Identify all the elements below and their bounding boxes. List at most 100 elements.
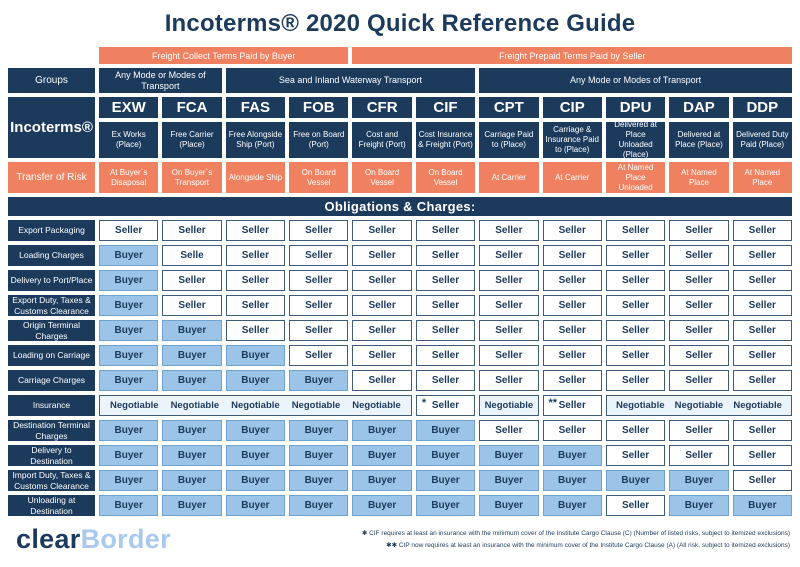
obligation-cell: Seller xyxy=(415,345,476,366)
obligation-cell: Buyer xyxy=(479,445,539,466)
obligation-cell: Buyer xyxy=(542,470,602,491)
obligation-cell: Seller xyxy=(732,345,792,366)
row-label: Loading Charges xyxy=(8,245,95,266)
transfer-of-risk-cell: At Carrier xyxy=(542,162,602,193)
incoterm-code-fca: FCA xyxy=(162,97,222,118)
incoterm-code-fob: FOB xyxy=(289,97,349,118)
obligation-cell: Seller xyxy=(732,445,792,466)
incoterm-code-cfr: CFR xyxy=(352,97,412,118)
obligation-cell: Buyer xyxy=(352,445,412,466)
transfer-of-risk-cell: At Carrier xyxy=(479,162,539,193)
obligation-cell: Buyer xyxy=(542,445,602,466)
obligation-cell: Seller xyxy=(669,220,729,241)
incoterm-description: Carriage Paid to (Place) xyxy=(479,122,539,158)
obligation-cell: Seller xyxy=(669,245,729,266)
obligation-cell: Buyer xyxy=(99,270,159,291)
obligation-cell: Seller xyxy=(732,220,792,241)
obligation-cell: Seller xyxy=(605,495,666,516)
row-label: Delivery to Destination xyxy=(8,445,95,466)
obligation-cell: Seller xyxy=(352,220,412,241)
obligation-cell: Buyer xyxy=(605,470,666,491)
obligation-cell: Seller xyxy=(479,320,539,341)
obligation-cell: Seller xyxy=(542,295,602,316)
obligation-cell: Buyer xyxy=(289,470,349,491)
transfer-of-risk-cell: At Named Place xyxy=(669,162,729,193)
transfer-of-risk-cell: At Buyer`s Disaposal xyxy=(99,162,159,193)
obligation-cell: Buyer xyxy=(542,495,602,516)
obligation-cell: Seller xyxy=(289,345,349,366)
obligation-cell: Seller xyxy=(415,295,476,316)
obligation-cell: Seller xyxy=(479,245,539,266)
obligation-cell: Seller xyxy=(732,470,792,491)
obligation-cell: Seller xyxy=(479,420,539,441)
obligation-cell: Buyer xyxy=(415,470,476,491)
obligation-cell: Buyer xyxy=(289,445,349,466)
obligation-cell: Seller xyxy=(415,370,476,391)
obligation-cell: Seller xyxy=(542,345,602,366)
obligation-cell: Buyer xyxy=(415,445,476,466)
incoterm-code-dpu: DPU xyxy=(605,97,666,118)
obligation-cell: Seller xyxy=(732,320,792,341)
obligation-cell: Seller xyxy=(732,370,792,391)
obligation-cell: Seller xyxy=(605,370,666,391)
obligation-cell: Seller xyxy=(732,420,792,441)
transfer-of-risk-cell: Alongside Ship xyxy=(225,162,286,193)
row-label: Origin Terminal Charges xyxy=(8,320,95,341)
obligation-cell: Seller xyxy=(479,345,539,366)
negotiable-text: Negotiable xyxy=(733,400,782,411)
obligation-cell: Buyer xyxy=(225,345,286,366)
obligation-cell: Buyer xyxy=(162,470,222,491)
obligation-cell: * Seller xyxy=(415,395,476,416)
clearborder-logo: clearBorder xyxy=(16,524,171,555)
transfer-of-risk-cell: On Board Vessel xyxy=(289,162,349,193)
obligation-cell: Seller xyxy=(225,245,286,266)
obligation-cell: Seller xyxy=(352,245,412,266)
incoterm-description: Cost Insurance & Freight (Port) xyxy=(415,122,476,158)
cell-text: Seller xyxy=(431,400,460,411)
obligation-cell: Seller xyxy=(605,420,666,441)
obligation-cell: Buyer xyxy=(352,470,412,491)
obligation-cell: Seller xyxy=(542,220,602,241)
obligation-cell: Buyer xyxy=(99,420,159,441)
group-any-mode-right: Any Mode or Modes of Transport xyxy=(479,68,792,93)
transfer-of-risk-cell: On Board Vessel xyxy=(352,162,412,193)
incoterm-code-exw: EXW xyxy=(99,97,159,118)
obligation-cell: Seller xyxy=(479,370,539,391)
obligation-cell: Buyer xyxy=(99,470,159,491)
obligation-cell: Buyer xyxy=(99,495,159,516)
obligation-cell: Seller xyxy=(605,295,666,316)
negotiable-text: Negotiable xyxy=(170,400,220,411)
footnote-marker: * xyxy=(421,397,427,409)
obligations-charges-header: Obligations & Charges: xyxy=(8,197,792,216)
obligation-cell: Buyer xyxy=(162,370,222,391)
obligation-cell: Buyer xyxy=(289,420,349,441)
negotiable-text: Negotiable xyxy=(352,400,401,411)
freight-collect-bar: Freight Collect Terms Paid by Buyer xyxy=(99,47,349,64)
row-label: Destination Terminal Charges xyxy=(8,420,95,441)
obligation-cell: Buyer xyxy=(289,370,349,391)
obligation-cell: Buyer xyxy=(225,420,286,441)
row-label: Export Packaging xyxy=(8,220,95,241)
transfer-of-risk-cell: On Buyer`s Transport xyxy=(162,162,222,193)
obligation-cell: Seller xyxy=(605,445,666,466)
obligation-cell: Seller xyxy=(542,420,602,441)
footnote-marker: ** xyxy=(548,397,558,409)
obligation-cell: Seller xyxy=(225,270,286,291)
freight-prepaid-bar: Freight Prepaid Terms Paid by Seller xyxy=(352,47,792,64)
cell-text: Negotiable xyxy=(484,400,534,411)
obligation-cell: Buyer xyxy=(225,445,286,466)
obligation-cell: Seller xyxy=(669,445,729,466)
obligation-cell: Buyer xyxy=(162,495,222,516)
obligation-cell: Buyer xyxy=(99,445,159,466)
obligation-cell: Seller xyxy=(162,295,222,316)
obligation-cell: Selle xyxy=(162,245,222,266)
obligation-cell: Seller xyxy=(732,245,792,266)
obligation-cell: Seller xyxy=(605,320,666,341)
obligation-cell: Seller xyxy=(99,220,159,241)
groups-label: Groups xyxy=(8,68,95,93)
incoterm-code-dap: DAP xyxy=(669,97,729,118)
transfer-of-risk-cell: At Named Place Unloaded xyxy=(605,162,666,193)
incoterm-description: Delivered at Place (Place) xyxy=(669,122,729,158)
obligation-cell: Seller xyxy=(162,270,222,291)
